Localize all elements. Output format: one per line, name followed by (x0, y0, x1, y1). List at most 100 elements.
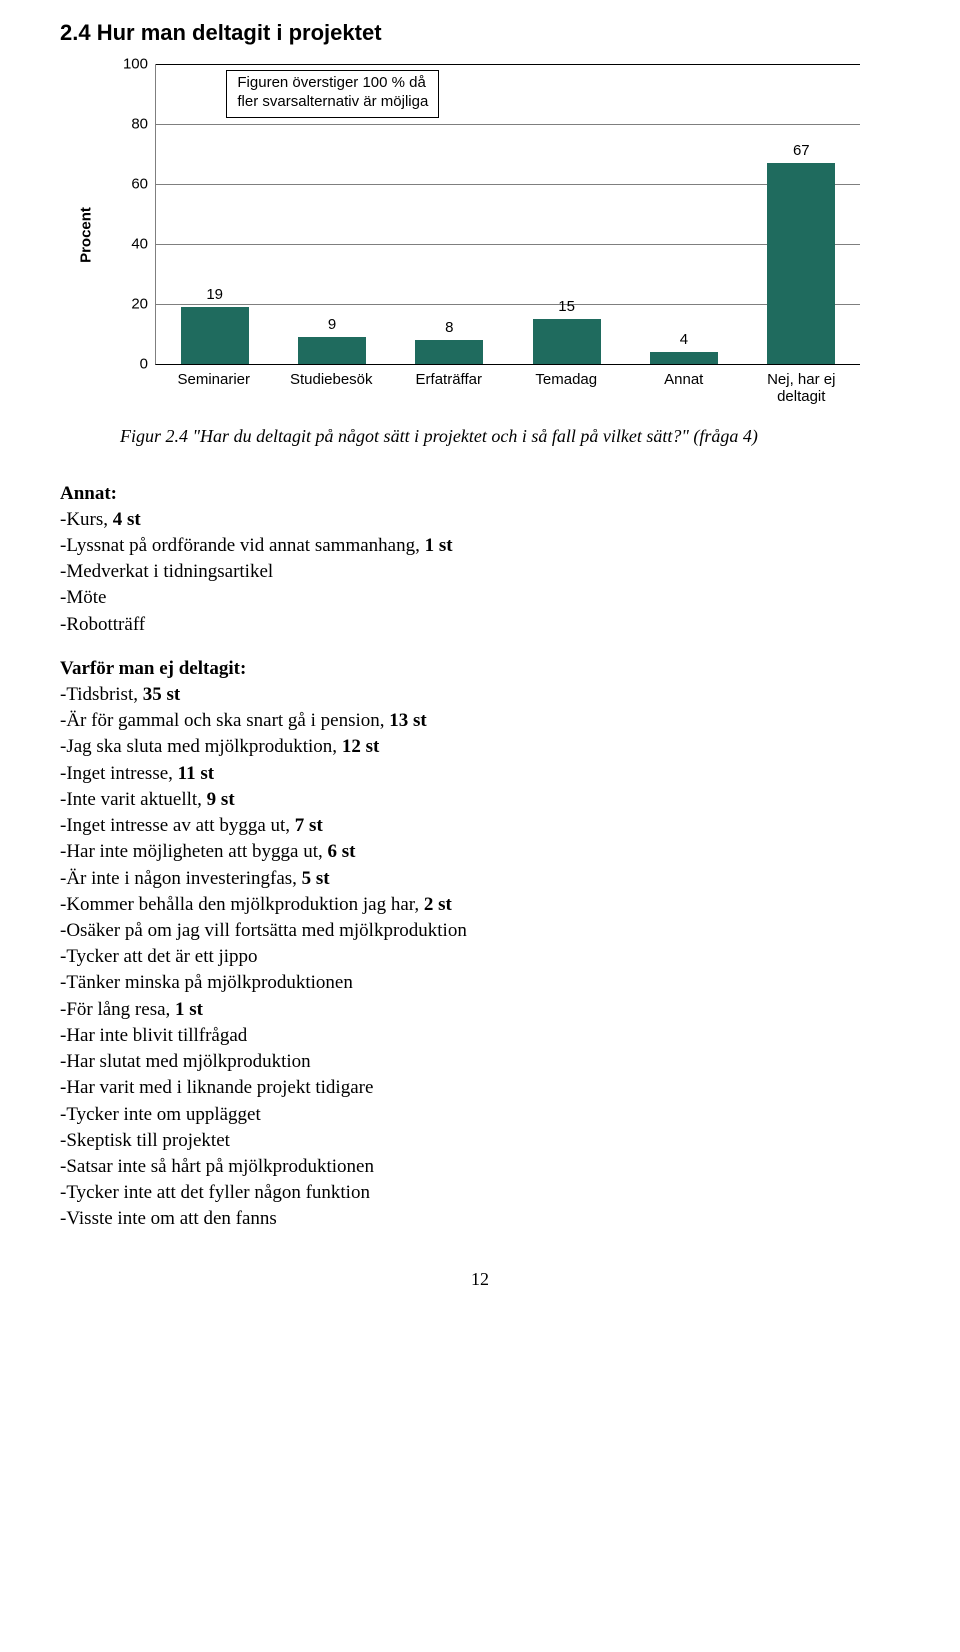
list-item: -Inget intresse, 11 st (60, 761, 900, 787)
chart-bar-slot: 4 (625, 64, 742, 364)
y-tick-label: 100 (108, 56, 148, 73)
list-item-count: 4 st (113, 509, 141, 530)
x-axis-label: Erfaträffar (390, 371, 508, 406)
body-text: Annat: -Kurs, 4 st-Lyssnat på ordförande… (60, 481, 900, 1233)
list-item: -Tänker minska på mjölkproduktionen (60, 970, 900, 996)
list-item: -Robotträff (60, 612, 900, 638)
list-item-text: -Har slutat med mjölkproduktion (60, 1051, 311, 1072)
list-item-text: -Har inte möjligheten att bygga ut, (60, 841, 328, 862)
list-item: -Inte varit aktuellt, 9 st (60, 787, 900, 813)
chart-bar (533, 319, 601, 364)
list-item-text: -För lång resa, (60, 999, 175, 1020)
list-item: -Är inte i någon investeringfas, 5 st (60, 866, 900, 892)
chart-bar (650, 352, 718, 364)
list-item-count: 1 st (175, 999, 203, 1020)
list-item-text: -Robotträff (60, 614, 145, 635)
list-item: -Visste inte om att den fanns (60, 1206, 900, 1232)
list-item-text: -Osäker på om jag vill fortsätta med mjö… (60, 920, 467, 941)
list-item-count: 13 st (389, 710, 426, 731)
list-item: -Tycker inte om upplägget (60, 1102, 900, 1128)
list-item-text: -Inte varit aktuellt, (60, 789, 207, 810)
chart-bar-slot: 8 (391, 64, 508, 364)
list-item: -Tidsbrist, 35 st (60, 682, 900, 708)
list-item-text: -Tycker att det är ett jippo (60, 946, 258, 967)
list-item-text: -Lyssnat på ordförande vid annat sammanh… (60, 535, 425, 556)
chart-bar-value: 19 (156, 286, 273, 303)
list-item: -Skeptisk till projektet (60, 1128, 900, 1154)
list-item: -Tycker inte att det fyller någon funkti… (60, 1180, 900, 1206)
chart-bar-value: 8 (391, 319, 508, 336)
x-axis-label: Annat (625, 371, 743, 406)
y-axis-label: Procent (77, 207, 94, 263)
section-title: 2.4 Hur man deltagit i projektet (60, 20, 900, 46)
x-axis-labels: SeminarierStudiebesökErfaträffarTemadagA… (155, 371, 860, 406)
list-item-count: 35 st (143, 684, 180, 705)
list-item-text: -Är för gammal och ska snart gå i pensio… (60, 710, 389, 731)
varfor-heading: Varför man ej deltagit: (60, 656, 900, 682)
list-item: -Medverkat i tidningsartikel (60, 559, 900, 585)
chart-bar-value: 15 (508, 298, 625, 315)
y-tick-label: 60 (108, 176, 148, 193)
x-axis-label: Studiebesök (273, 371, 391, 406)
chart-bar-slot: 15 (508, 64, 625, 364)
chart-bar (181, 307, 249, 364)
chart-plot: 020406080100Figuren överstiger 100 % då … (155, 64, 860, 365)
list-item-text: -Har varit med i liknande projekt tidiga… (60, 1077, 373, 1098)
list-item: -Jag ska sluta med mjölkproduktion, 12 s… (60, 734, 900, 760)
chart-bar-value: 9 (273, 316, 390, 333)
list-item: -Har varit med i liknande projekt tidiga… (60, 1075, 900, 1101)
list-item-text: -Är inte i någon investeringfas, (60, 868, 302, 889)
chart-bar (298, 337, 366, 364)
list-item-text: -Möte (60, 587, 106, 608)
list-item-text: -Inget intresse av att bygga ut, (60, 815, 295, 836)
list-item: -Kurs, 4 st (60, 507, 900, 533)
list-item-text: -Skeptisk till projektet (60, 1130, 230, 1151)
chart-bar-slot: 9 (273, 64, 390, 364)
list-item-count: 5 st (302, 868, 330, 889)
list-item: -Har inte blivit tillfrågad (60, 1023, 900, 1049)
varfor-list: -Tidsbrist, 35 st-Är för gammal och ska … (60, 682, 900, 1233)
list-item-text: -Tänker minska på mjölkproduktionen (60, 972, 353, 993)
list-item-text: -Visste inte om att den fanns (60, 1208, 277, 1229)
list-item: -Inget intresse av att bygga ut, 7 st (60, 813, 900, 839)
list-item-text: -Kurs, (60, 509, 113, 530)
list-item-count: 11 st (178, 763, 214, 784)
bar-chart: Procent 020406080100Figuren överstiger 1… (100, 64, 860, 406)
list-item-text: -Tidsbrist, (60, 684, 143, 705)
chart-bar-slot: 19 (156, 64, 273, 364)
list-item: -För lång resa, 1 st (60, 997, 900, 1023)
y-tick-label: 20 (108, 296, 148, 313)
list-item-text: -Tycker inte att det fyller någon funkti… (60, 1182, 370, 1203)
list-item-count: 9 st (207, 789, 235, 810)
list-item-count: 6 st (328, 841, 356, 862)
list-item: -Kommer behålla den mjölkproduktion jag … (60, 892, 900, 918)
chart-bars: 1998154 67 (156, 64, 860, 364)
list-item: -Har inte möjligheten att bygga ut, 6 st (60, 839, 900, 865)
y-tick-label: 40 (108, 236, 148, 253)
y-tick-label: 80 (108, 116, 148, 133)
figure-caption: Figur 2.4 "Har du deltagit på något sätt… (120, 426, 900, 447)
list-item-count: 7 st (295, 815, 323, 836)
list-item-text: -Tycker inte om upplägget (60, 1104, 261, 1125)
list-item: -Tycker att det är ett jippo (60, 944, 900, 970)
list-item-text: -Jag ska sluta med mjölkproduktion, (60, 736, 342, 757)
chart-bar-value: 67 (743, 142, 860, 159)
chart-bar-value: 4 (625, 331, 742, 348)
list-item-count: 12 st (342, 736, 379, 757)
page: 2.4 Hur man deltagit i projektet Procent… (0, 0, 960, 1320)
annat-heading: Annat: (60, 481, 900, 507)
list-item: -Satsar inte så hårt på mjölkproduktione… (60, 1154, 900, 1180)
list-item-text: -Kommer behålla den mjölkproduktion jag … (60, 894, 424, 915)
list-item: -Är för gammal och ska snart gå i pensio… (60, 708, 900, 734)
list-item-text: -Inget intresse, (60, 763, 178, 784)
list-item-count: 1 st (425, 535, 453, 556)
list-item: -Möte (60, 585, 900, 611)
chart-bar (415, 340, 483, 364)
list-item: -Lyssnat på ordförande vid annat sammanh… (60, 533, 900, 559)
annat-list: -Kurs, 4 st-Lyssnat på ordförande vid an… (60, 507, 900, 638)
list-item-text: -Medverkat i tidningsartikel (60, 561, 273, 582)
list-item-count: 2 st (424, 894, 452, 915)
list-item-text: -Har inte blivit tillfrågad (60, 1025, 247, 1046)
list-item: -Osäker på om jag vill fortsätta med mjö… (60, 918, 900, 944)
x-axis-label: Temadag (508, 371, 626, 406)
